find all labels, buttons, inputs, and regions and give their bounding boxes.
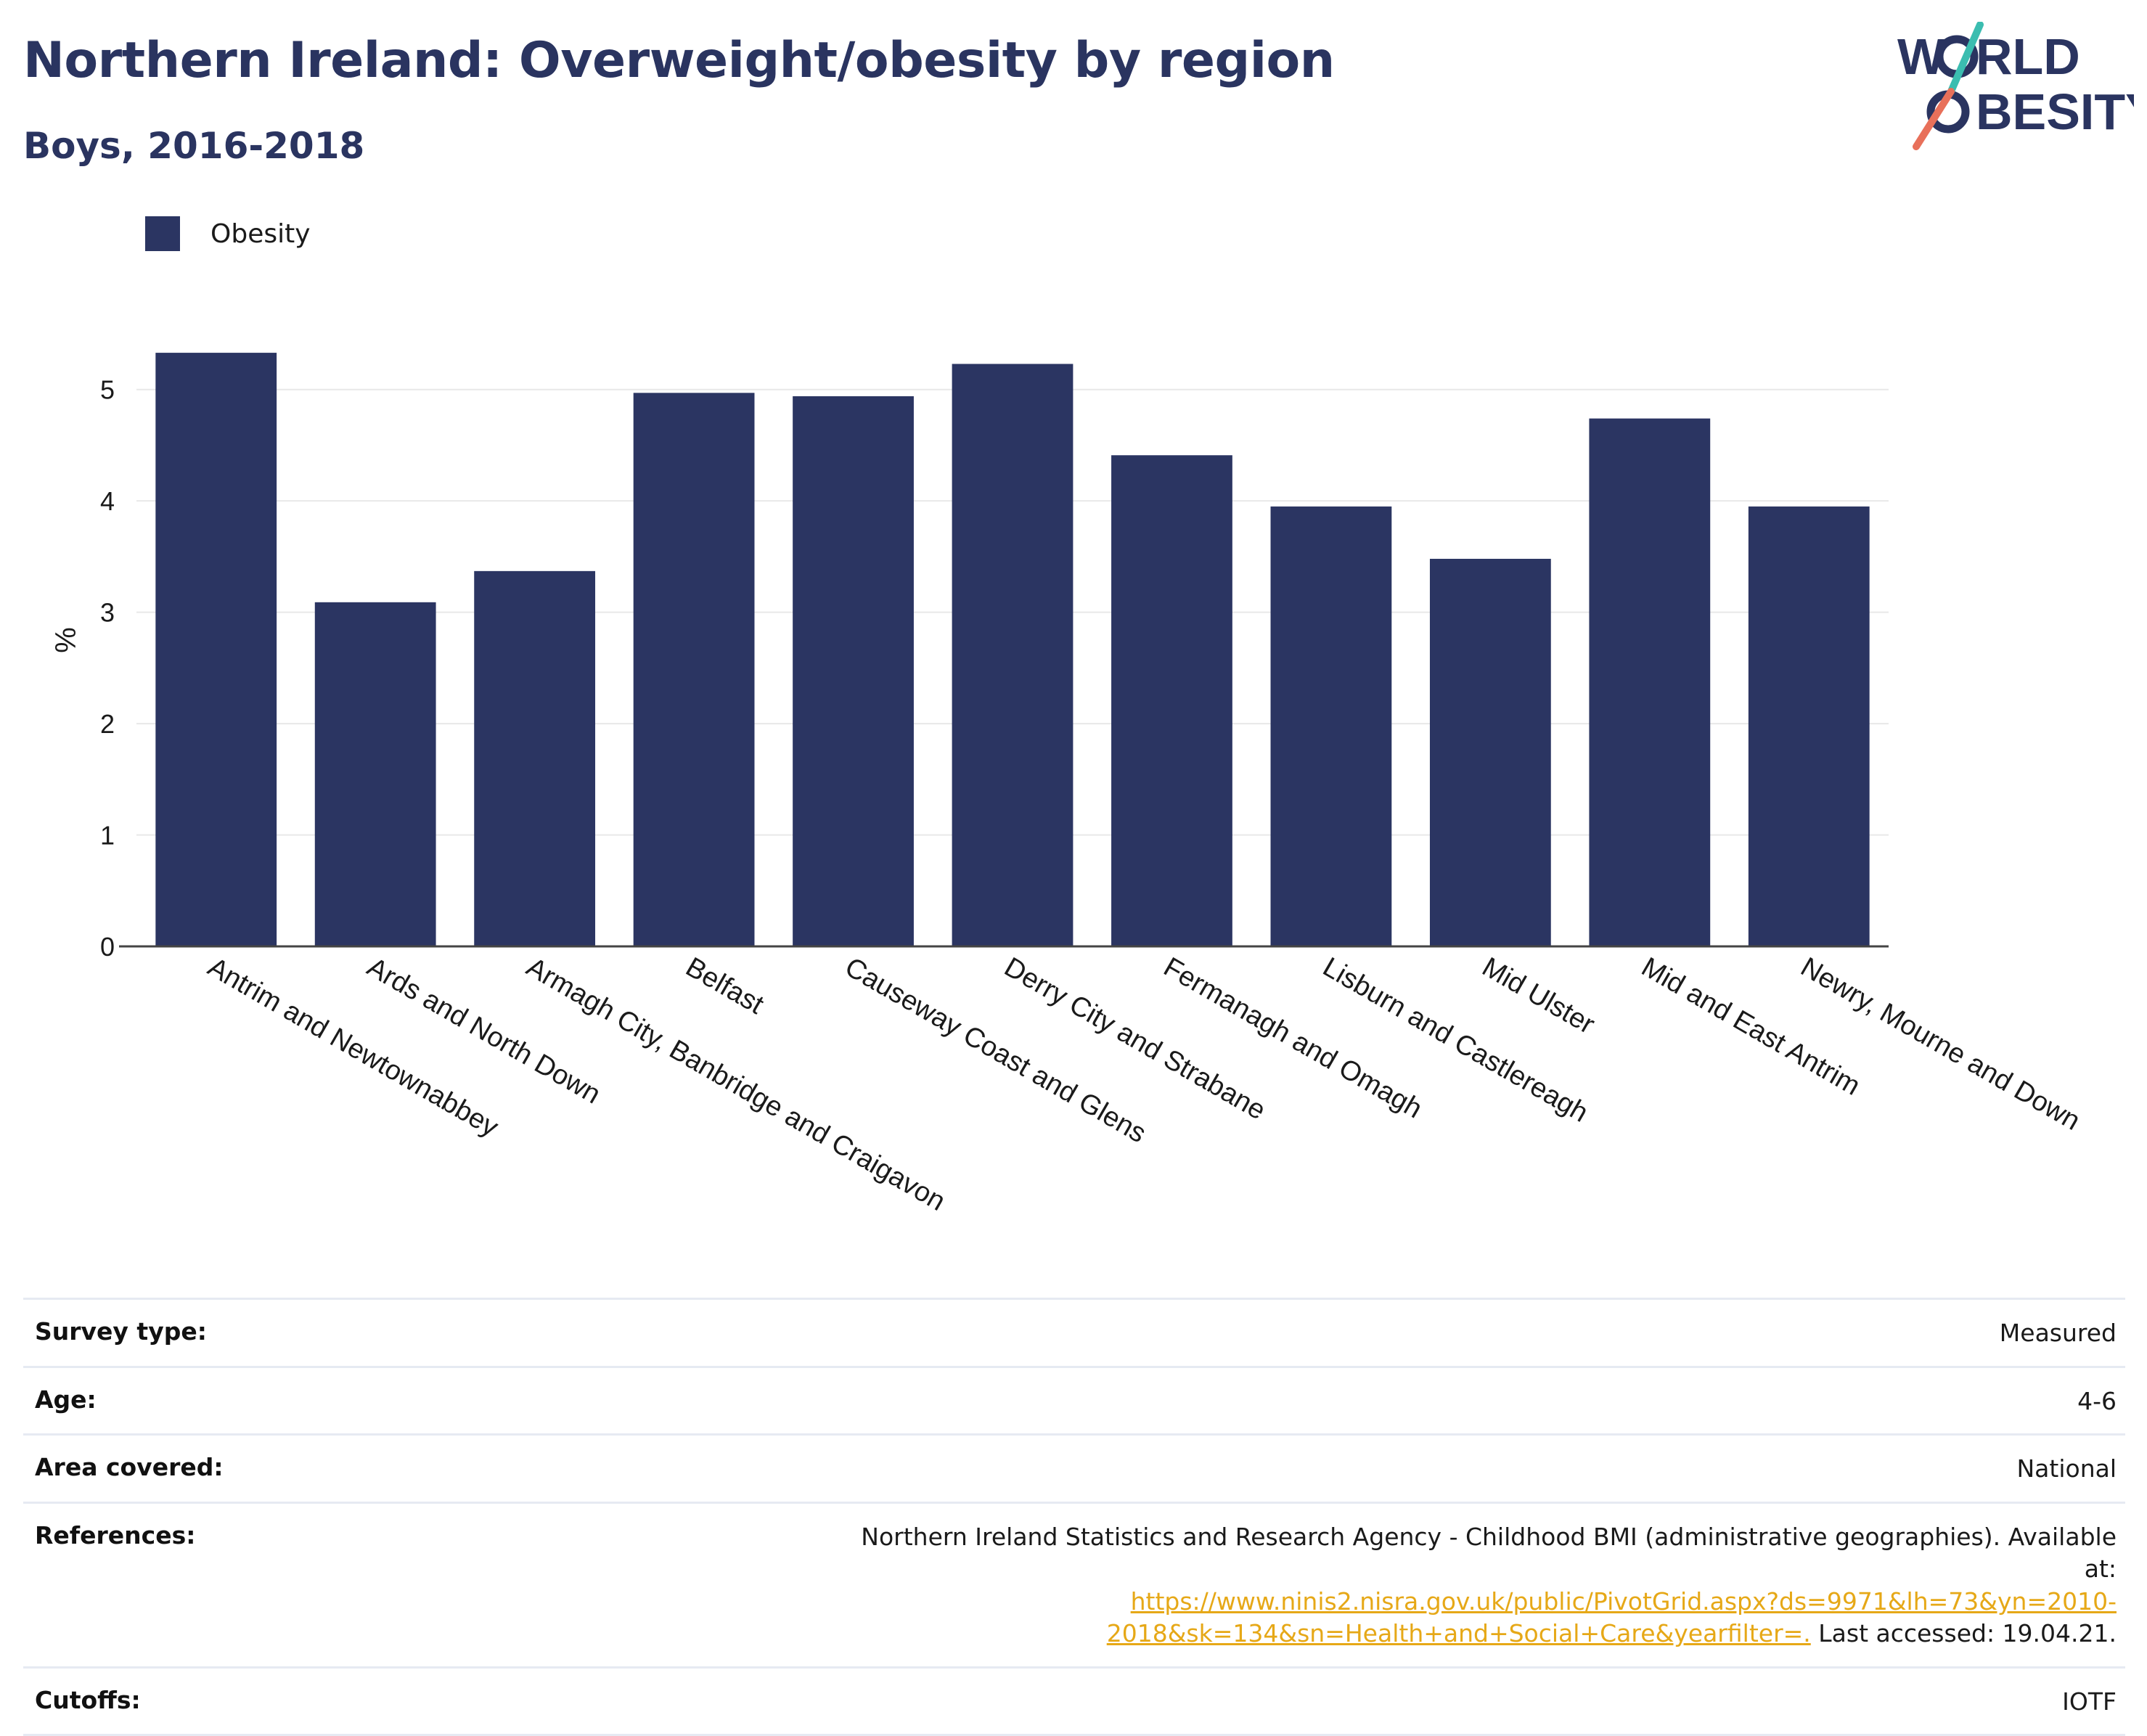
y-axis-label: % [49, 627, 81, 653]
chart-title: Northern Ireland: Overweight/obesity by … [23, 32, 1335, 89]
y-tick-label: 0 [100, 932, 115, 962]
bar-5 [952, 364, 1074, 946]
bar-2 [474, 570, 596, 946]
info-row-age: Age: 4-6 [23, 1365, 2125, 1434]
bar-0 [155, 353, 277, 946]
references-link[interactable]: https://www.ninis2.nisra.gov.uk/public/P… [1106, 1586, 2117, 1648]
info-row-area-covered: Area covered: National [23, 1433, 2125, 1502]
y-tick-label: 1 [100, 821, 115, 851]
info-row-survey-type: Survey type: Measured [23, 1298, 2125, 1366]
bar-6 [1111, 455, 1232, 946]
info-label: References: [35, 1520, 196, 1549]
references-value: Northern Ireland Statistics and Research… [854, 1521, 2117, 1650]
legend-label-obesity: Obesity [210, 218, 311, 249]
bar-1 [314, 602, 436, 946]
info-label: Age: [35, 1385, 97, 1414]
x-tick-label: Derry City and Strabane [999, 951, 1271, 1126]
bar-9 [1589, 418, 1711, 946]
info-label: Survey type: [35, 1317, 207, 1346]
chart-legend: Obesity [145, 216, 311, 251]
chart-subtitle: Boys, 2016-2018 [23, 125, 365, 167]
y-tick-label: 5 [100, 375, 115, 405]
logo-rld: RLD [1976, 28, 2080, 85]
info-row-cutoffs: Cutoffs: IOTF [23, 1666, 2125, 1736]
info-label: Area covered: [35, 1453, 224, 1482]
references-suffix: Last accessed: 19.04.21. [1810, 1619, 2117, 1648]
world-obesity-logo: W RLD BESITY [1897, 22, 2134, 150]
info-value: Measured [1999, 1319, 2117, 1347]
info-value: IOTF [2062, 1687, 2117, 1716]
legend-swatch-obesity [145, 216, 180, 251]
info-row-references: References: Northern Ireland Statistics … [23, 1501, 2125, 1666]
x-tick-label: Fermanagh and Omagh [1158, 951, 1427, 1124]
y-tick-label: 3 [100, 598, 115, 628]
info-table: Survey type: Measured Age: 4-6 Area cove… [23, 1298, 2125, 1736]
y-tick-label: 2 [100, 709, 115, 739]
bar-8 [1429, 558, 1551, 946]
info-value: 4-6 [2077, 1386, 2117, 1415]
info-label: Cutoffs: [35, 1685, 141, 1714]
x-tick-label: Causeway Coast and Glens [840, 951, 1151, 1149]
x-tick-label: Newry, Mourne and Down [1796, 951, 2085, 1137]
bar-3 [633, 393, 755, 946]
info-value: National [2016, 1454, 2117, 1483]
x-tick-label: Lisburn and Castlereagh [1317, 951, 1593, 1128]
y-tick-label: 4 [100, 486, 115, 516]
x-tick-label: Belfast [681, 951, 769, 1020]
references-text: Northern Ireland Statistics and Research… [861, 1522, 2117, 1584]
bar-7 [1270, 506, 1392, 946]
bar-4 [793, 396, 914, 946]
logo-besity: BESITY [1976, 83, 2134, 140]
x-tick-label: Mid Ulster [1477, 951, 1600, 1040]
x-tick-label: Antrim and Newtownabbey [203, 951, 503, 1142]
bar-10 [1748, 506, 1870, 946]
